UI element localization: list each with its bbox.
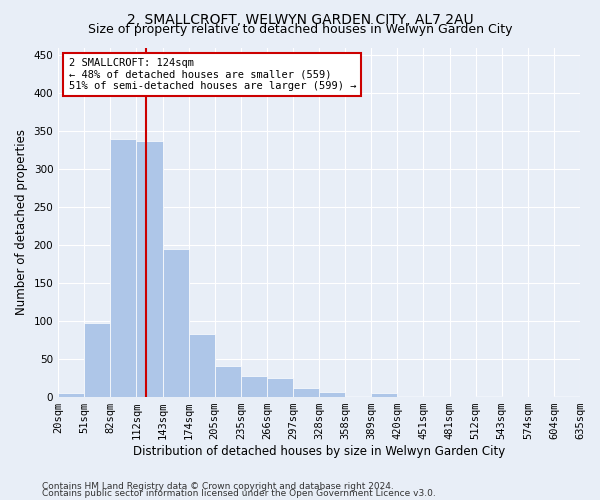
Text: Contains public sector information licensed under the Open Government Licence v3: Contains public sector information licen… [42, 490, 436, 498]
Text: Size of property relative to detached houses in Welwyn Garden City: Size of property relative to detached ho… [88, 22, 512, 36]
Bar [293, 388, 319, 396]
Bar [84, 323, 110, 396]
Y-axis label: Number of detached properties: Number of detached properties [15, 129, 28, 315]
Text: Contains HM Land Registry data © Crown copyright and database right 2024.: Contains HM Land Registry data © Crown c… [42, 482, 394, 491]
X-axis label: Distribution of detached houses by size in Welwyn Garden City: Distribution of detached houses by size … [133, 444, 505, 458]
Bar [241, 376, 267, 396]
Text: 2, SMALLCROFT, WELWYN GARDEN CITY, AL7 2AU: 2, SMALLCROFT, WELWYN GARDEN CITY, AL7 2… [127, 12, 473, 26]
Bar [188, 334, 215, 396]
Bar [215, 366, 241, 396]
Bar [371, 393, 397, 396]
Bar [163, 248, 188, 396]
Bar [267, 378, 293, 396]
Bar [58, 393, 84, 396]
Bar [319, 392, 345, 396]
Bar [110, 138, 136, 396]
Bar [136, 141, 163, 397]
Text: 2 SMALLCROFT: 124sqm
← 48% of detached houses are smaller (559)
51% of semi-deta: 2 SMALLCROFT: 124sqm ← 48% of detached h… [68, 58, 356, 91]
